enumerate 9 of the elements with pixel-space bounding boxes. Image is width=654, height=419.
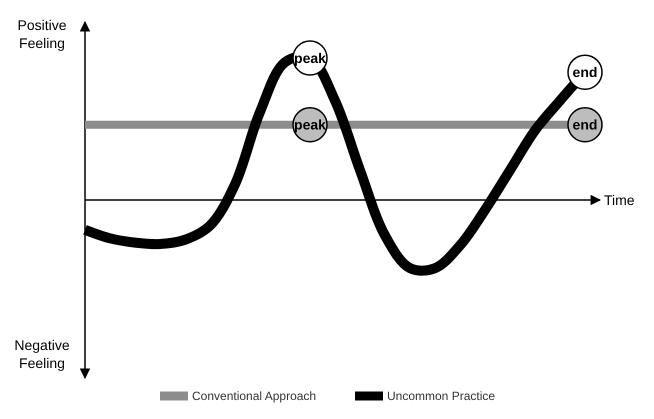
text: Positive Feeling [17,17,67,51]
legend-label: Uncommon Practice [387,389,496,403]
legend-label: Conventional Approach [192,389,316,403]
annotation: end [572,116,598,133]
x-axis-title: Time [604,192,635,208]
annotation: peak [294,50,326,66]
text: Negative Feeling [14,337,70,371]
annotation: peak [294,116,326,133]
annotation: end [572,64,598,80]
